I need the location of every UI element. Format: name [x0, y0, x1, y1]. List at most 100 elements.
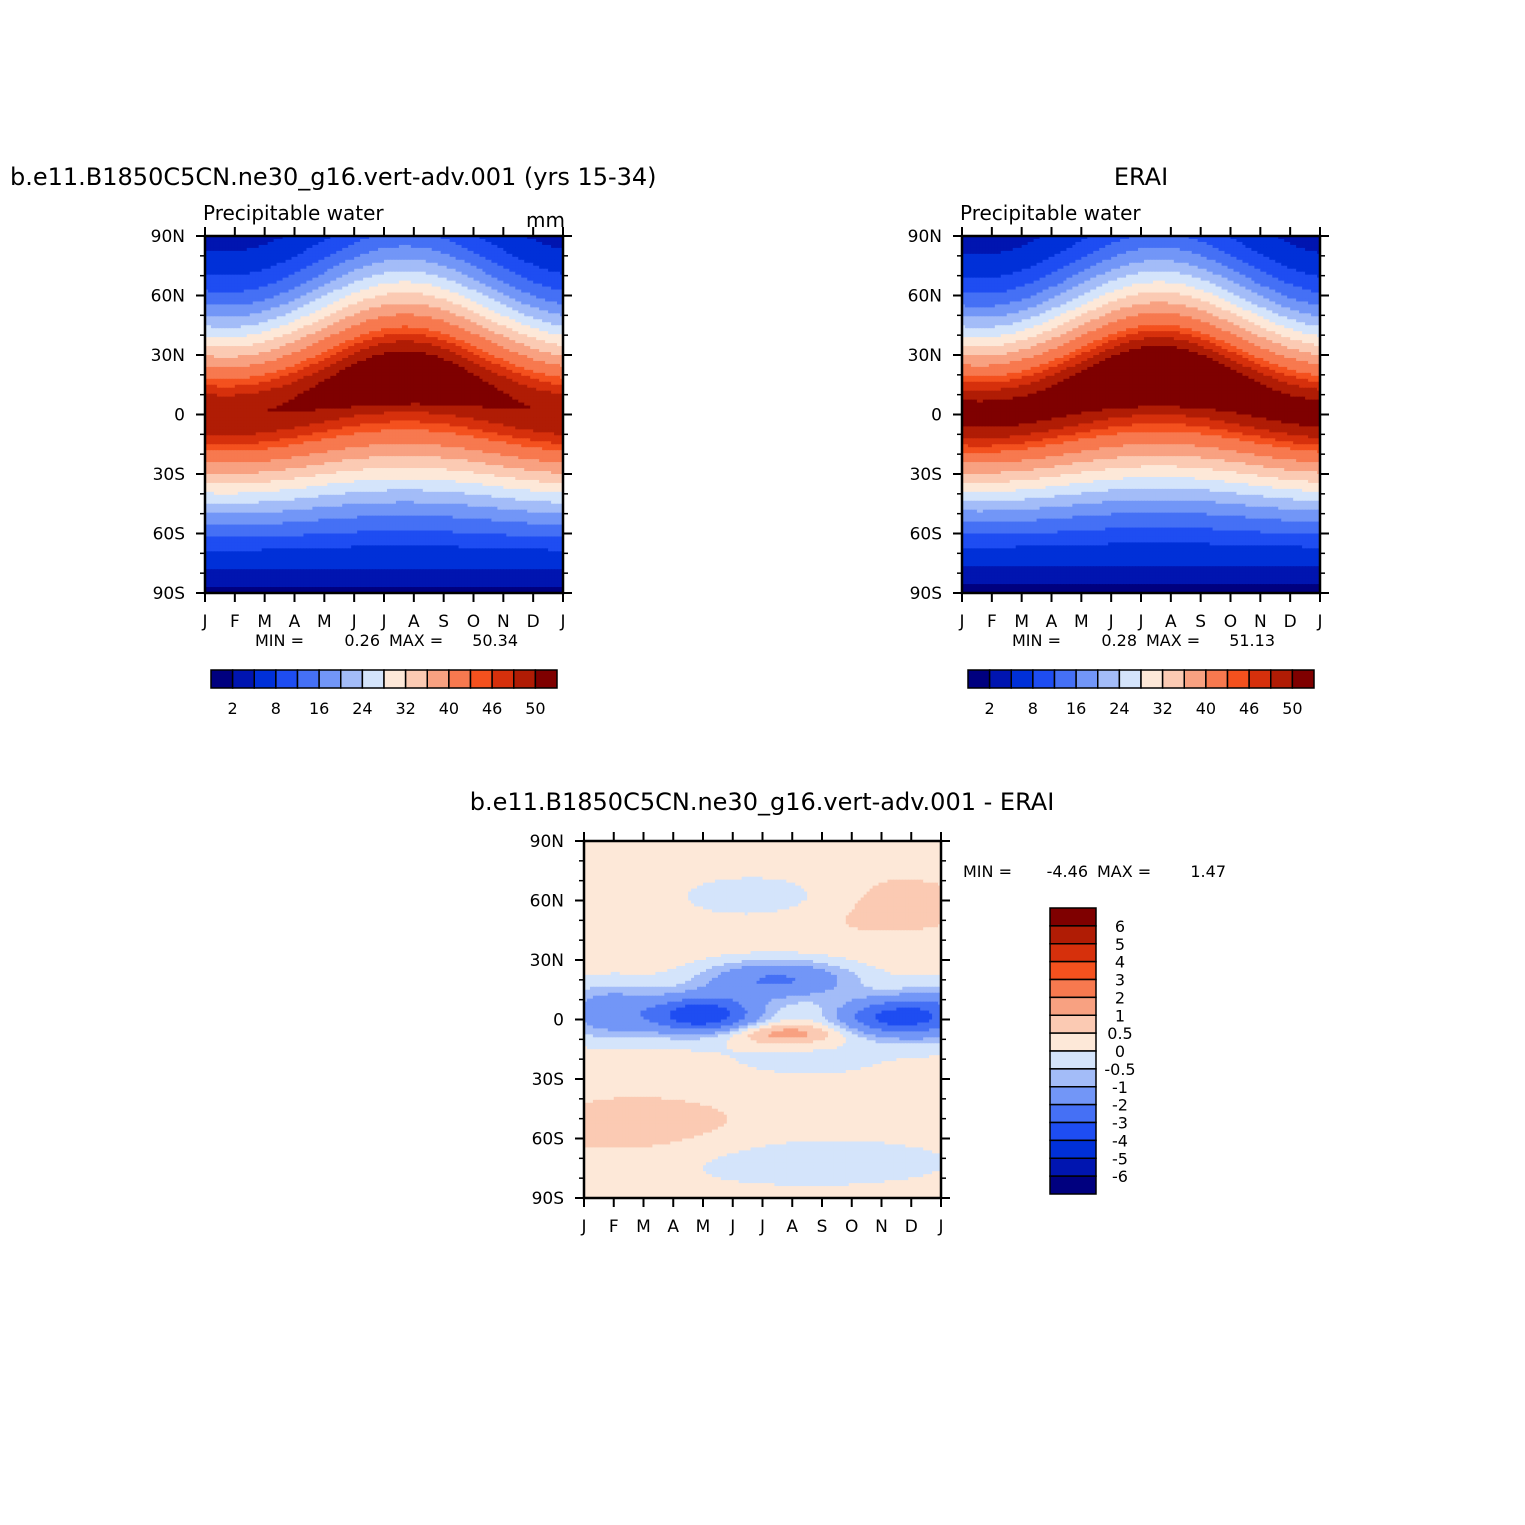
- model-panel-cell: [375, 247, 379, 252]
- model-panel-cell: [401, 250, 406, 255]
- model-panel-cell: [410, 241, 415, 246]
- model-panel-cell: [449, 238, 454, 243]
- model-panel-cell: [363, 247, 367, 252]
- model-panel-cell: [249, 247, 254, 252]
- model-panel-cell: [410, 244, 415, 249]
- model-panel-cell: [461, 236, 466, 240]
- model-panel-cell: [551, 236, 555, 240]
- model-panel-cell: [205, 244, 209, 249]
- model-panel-cell: [482, 247, 487, 252]
- model-panel-cell: [279, 238, 284, 243]
- model-panel-cell: [545, 259, 549, 264]
- model-panel-cell: [207, 250, 212, 255]
- model-panel-cell: [246, 247, 251, 252]
- model-panel-cell: [213, 238, 218, 243]
- model-panel-cell: [210, 250, 215, 255]
- model-panel-cell: [530, 256, 534, 261]
- model-panel-cell: [333, 259, 337, 264]
- model-panel-cell: [288, 238, 293, 243]
- model-panel-cell: [372, 238, 376, 243]
- model-panel-cell: [315, 236, 319, 240]
- model-panel-cell: [228, 244, 233, 249]
- model-panel-cell: [518, 262, 522, 267]
- model-panel-cell: [342, 236, 346, 240]
- model-panel-cell: [348, 262, 352, 267]
- model-panel-cell: [231, 244, 236, 249]
- model-panel-cell: [434, 250, 439, 255]
- model-panel-cell: [545, 236, 549, 240]
- model-panel-cell: [354, 236, 358, 240]
- model-panel-cell: [315, 247, 319, 252]
- model-panel-cell: [246, 256, 251, 261]
- model-panel-cell: [467, 238, 472, 243]
- model-panel-cell: [219, 238, 224, 243]
- model-panel-cell: [222, 238, 227, 243]
- model-panel-cell: [360, 247, 364, 252]
- model-panel-cell: [321, 250, 325, 255]
- model-panel-cell: [434, 244, 439, 249]
- model-panel-cell: [252, 262, 257, 267]
- model-panel-cell: [375, 253, 379, 258]
- model-panel-cell: [434, 236, 439, 240]
- model-panel-cell: [419, 259, 424, 264]
- model-panel-cell: [360, 236, 364, 240]
- model-panel-cell: [297, 241, 302, 246]
- model-panel-cell: [378, 241, 382, 246]
- model-panel-cell: [446, 247, 451, 252]
- model-panel-cell: [381, 236, 385, 240]
- model-panel-cell: [392, 256, 397, 261]
- model-panel-cell: [378, 259, 382, 264]
- model-panel-cell: [312, 256, 316, 261]
- model-panel-cell: [491, 244, 495, 249]
- model-panel-cell: [312, 250, 316, 255]
- model-panel-cell: [494, 238, 498, 243]
- model-panel-cell: [384, 250, 388, 255]
- model-panel-cell: [437, 253, 442, 258]
- model-panel-cell: [518, 238, 522, 243]
- model-panel-cell: [330, 259, 334, 264]
- model-panel-cell: [258, 256, 263, 261]
- model-panel-cell: [288, 241, 293, 246]
- model-panel-cell: [410, 256, 415, 261]
- model-panel-cell: [327, 256, 331, 261]
- model-panel-cell: [503, 250, 507, 255]
- model-panel-cell: [464, 244, 469, 249]
- model-panel-cell: [348, 259, 352, 264]
- model-panel-cell: [545, 241, 549, 246]
- model-panel-cell: [395, 253, 400, 258]
- model-panel-cell: [437, 262, 442, 267]
- model-panel-cell: [407, 236, 412, 240]
- model-panel-cell: [557, 250, 561, 255]
- model-panel-cell: [476, 236, 481, 240]
- model-panel-cell: [416, 241, 421, 246]
- model-panel-cell: [452, 247, 457, 252]
- model-panel-cell: [252, 256, 257, 261]
- model-panel-cell: [494, 250, 498, 255]
- model-panel-cell: [395, 256, 400, 261]
- model-panel-cell: [270, 262, 275, 267]
- model-panel-cell: [330, 241, 334, 246]
- model-panel-cell: [488, 247, 492, 252]
- model-panel-cell: [509, 256, 513, 261]
- model-panel-cell: [545, 262, 549, 267]
- model-panel-cell: [476, 256, 481, 261]
- model-panel-cell: [279, 236, 284, 240]
- model-panel-cell: [455, 238, 460, 243]
- model-panel-cell: [509, 262, 513, 267]
- model-panel-cell: [416, 238, 421, 243]
- model-panel-cell: [497, 259, 501, 264]
- model-panel-cell: [240, 250, 245, 255]
- model-panel-cell: [485, 244, 490, 249]
- model-panel-cell: [252, 247, 257, 252]
- model-panel-cell: [351, 247, 355, 252]
- model-panel-cell: [452, 259, 457, 264]
- model-panel-cell: [491, 238, 495, 243]
- model-panel-cell: [491, 262, 495, 267]
- model-panel-cell: [512, 259, 516, 264]
- model-panel-cell: [428, 238, 433, 243]
- model-panel-cell: [551, 244, 555, 249]
- model-panel-cell: [503, 247, 507, 252]
- model-panel-cell: [410, 253, 415, 258]
- model-panel-cell: [363, 241, 367, 246]
- model-panel-cell: [407, 238, 412, 243]
